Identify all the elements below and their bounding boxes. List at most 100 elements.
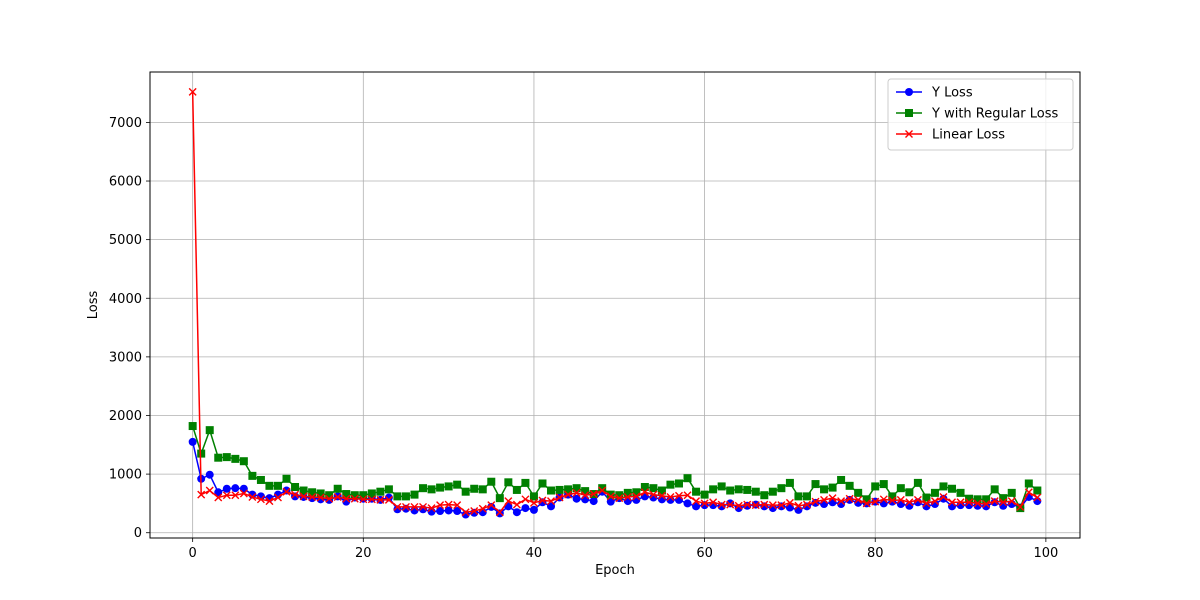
y-axis: 0 1000 2000 3000 4000 5000 6000 7000 xyxy=(109,116,150,541)
data-point-y-with-regular-loss xyxy=(299,486,308,495)
data-point-y-with-regular-loss xyxy=(845,481,854,490)
data-point-linear-loss xyxy=(811,497,820,506)
data-point-y-loss xyxy=(922,502,931,511)
data-point-y-with-regular-loss xyxy=(316,489,325,498)
data-point-y-with-regular-loss xyxy=(521,478,530,487)
data-point-linear-loss xyxy=(325,494,334,503)
data-point-y-with-regular-loss xyxy=(410,490,419,499)
data-point-y-loss xyxy=(538,498,547,507)
data-point-y-loss xyxy=(581,495,590,504)
data-point-linear-loss xyxy=(896,495,905,504)
data-point-linear-loss xyxy=(768,501,777,510)
data-point-y-loss xyxy=(683,499,692,508)
data-point-y-loss xyxy=(743,501,752,510)
data-point-y-with-regular-loss xyxy=(342,490,351,499)
data-point-linear-loss xyxy=(1007,497,1016,506)
data-point-linear-loss xyxy=(478,504,487,513)
data-point-y-with-regular-loss xyxy=(683,474,692,483)
data-point-linear-loss xyxy=(282,487,291,496)
data-point-y-with-regular-loss xyxy=(896,484,905,493)
data-point-y-loss xyxy=(777,502,786,511)
data-point-y-with-regular-loss xyxy=(564,485,573,494)
data-point-linear-loss xyxy=(760,500,769,509)
data-point-y-loss xyxy=(487,502,496,511)
data-point-y-with-regular-loss xyxy=(265,481,274,490)
x-axis: 0 20 40 60 80 100 xyxy=(189,538,1058,561)
data-point-y-with-regular-loss xyxy=(965,494,974,503)
data-point-linear-loss xyxy=(692,497,701,506)
data-point-linear-loss xyxy=(743,500,752,509)
data-point-linear-loss xyxy=(888,496,897,505)
data-point-linear-loss xyxy=(205,486,214,495)
data-point-linear-loss xyxy=(427,504,436,513)
data-point-y-loss xyxy=(939,494,948,503)
data-point-linear-loss xyxy=(871,497,880,506)
data-point-y-with-regular-loss xyxy=(709,485,718,494)
data-point-linear-loss xyxy=(1024,488,1033,497)
data-point-y-loss xyxy=(692,502,701,511)
data-point-y-with-regular-loss xyxy=(214,453,223,462)
data-point-y-loss xyxy=(845,495,854,504)
data-point-linear-loss xyxy=(393,502,402,511)
data-point-linear-loss xyxy=(197,490,206,499)
data-point-y-with-regular-loss xyxy=(359,491,368,500)
data-point-y-with-regular-loss xyxy=(692,487,701,496)
data-point-y-with-regular-loss xyxy=(973,495,982,504)
data-point-linear-loss xyxy=(333,492,342,501)
legend-frame xyxy=(887,78,1074,151)
x-tick-label: 80 xyxy=(867,546,884,561)
data-point-y-with-regular-loss xyxy=(862,495,871,504)
x-tick-label: 40 xyxy=(526,546,543,561)
data-point-linear-loss xyxy=(419,502,428,511)
data-point-y-with-regular-loss xyxy=(427,485,436,494)
data-point-y-with-regular-loss xyxy=(453,480,462,489)
data-point-y-with-regular-loss xyxy=(726,486,735,495)
legend-label: Linear Loss xyxy=(932,128,1005,143)
data-point-linear-loss xyxy=(828,494,837,503)
data-point-y-with-regular-loss xyxy=(674,479,683,488)
data-point-y-with-regular-loss xyxy=(820,485,829,494)
data-point-y-with-regular-loss xyxy=(615,491,624,500)
data-point-y-with-regular-loss xyxy=(649,484,658,493)
data-point-linear-loss xyxy=(222,491,231,500)
data-point-y-with-regular-loss xyxy=(376,487,385,496)
data-point-y-with-regular-loss xyxy=(871,482,880,491)
data-point-linear-loss xyxy=(990,497,999,506)
data-point-y-with-regular-loss xyxy=(794,492,803,501)
legend-label: Y Loss xyxy=(931,86,973,101)
data-point-y-with-regular-loss xyxy=(436,483,445,492)
data-point-y-with-regular-loss xyxy=(922,493,931,502)
data-point-y-with-regular-loss xyxy=(666,480,675,489)
data-point-y-with-regular-loss xyxy=(282,474,291,483)
data-point-y-with-regular-loss xyxy=(632,488,641,497)
data-point-linear-loss xyxy=(905,498,914,507)
data-point-y-with-regular-loss xyxy=(717,482,726,491)
data-point-y-with-regular-loss xyxy=(504,478,513,487)
data-point-linear-loss xyxy=(700,499,709,508)
data-point-linear-loss xyxy=(308,492,317,501)
data-point-y-loss xyxy=(547,502,556,511)
data-point-linear-loss xyxy=(1033,493,1042,502)
data-point-y-loss xyxy=(794,505,803,514)
data-point-y-with-regular-loss xyxy=(231,454,240,463)
data-point-linear-loss xyxy=(973,499,982,508)
x-tick-label: 0 xyxy=(189,546,197,561)
data-point-linear-loss xyxy=(999,498,1008,507)
data-point-linear-loss xyxy=(504,497,513,506)
data-point-y-with-regular-loss xyxy=(930,488,939,497)
data-point-y-with-regular-loss xyxy=(751,487,760,496)
data-point-linear-loss xyxy=(657,491,666,500)
data-point-y-with-regular-loss xyxy=(777,484,786,493)
data-point-linear-loss xyxy=(256,495,265,504)
data-point-linear-loss xyxy=(982,500,991,508)
data-point-linear-loss xyxy=(453,501,462,510)
data-point-y-with-regular-loss xyxy=(623,488,632,497)
data-point-linear-loss xyxy=(965,498,974,507)
data-point-y-with-regular-loss xyxy=(401,492,410,501)
data-point-linear-loss xyxy=(265,497,274,506)
data-point-linear-loss xyxy=(615,494,624,503)
data-point-linear-loss xyxy=(367,495,376,504)
data-point-linear-loss xyxy=(239,489,248,498)
data-point-y-with-regular-loss xyxy=(606,490,615,499)
data-point-linear-loss xyxy=(683,491,692,500)
